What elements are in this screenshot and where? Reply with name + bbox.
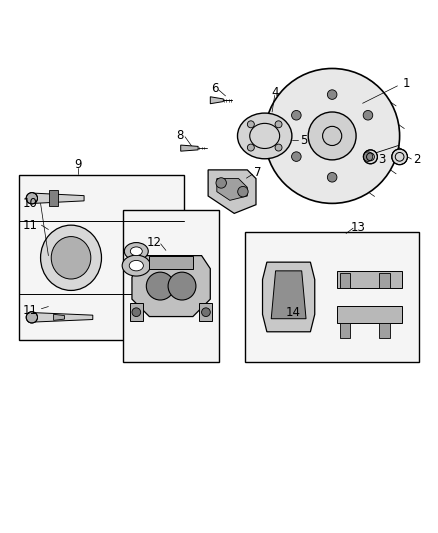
Circle shape bbox=[308, 112, 356, 160]
Text: 11: 11 bbox=[22, 303, 37, 317]
Polygon shape bbox=[336, 271, 402, 288]
Circle shape bbox=[265, 68, 399, 204]
Text: 8: 8 bbox=[176, 130, 184, 142]
Polygon shape bbox=[379, 273, 390, 288]
Circle shape bbox=[146, 272, 174, 300]
Ellipse shape bbox=[129, 261, 143, 271]
Circle shape bbox=[168, 272, 196, 300]
Ellipse shape bbox=[124, 243, 148, 260]
Circle shape bbox=[238, 187, 248, 197]
Text: 14: 14 bbox=[286, 306, 300, 319]
Polygon shape bbox=[199, 303, 212, 321]
Text: 9: 9 bbox=[74, 158, 81, 171]
Polygon shape bbox=[181, 145, 198, 151]
Circle shape bbox=[201, 308, 210, 317]
Text: 3: 3 bbox=[378, 154, 386, 166]
Polygon shape bbox=[132, 256, 210, 317]
Circle shape bbox=[132, 308, 141, 317]
Ellipse shape bbox=[131, 247, 142, 256]
Polygon shape bbox=[340, 273, 350, 288]
Circle shape bbox=[363, 152, 373, 161]
Circle shape bbox=[275, 144, 282, 151]
Text: 10: 10 bbox=[22, 197, 37, 210]
Ellipse shape bbox=[41, 225, 102, 290]
Circle shape bbox=[247, 144, 254, 151]
Circle shape bbox=[364, 150, 378, 164]
Polygon shape bbox=[130, 303, 143, 321]
Polygon shape bbox=[379, 323, 390, 338]
Polygon shape bbox=[271, 271, 306, 319]
Circle shape bbox=[275, 121, 282, 128]
FancyBboxPatch shape bbox=[245, 232, 419, 362]
Text: 13: 13 bbox=[351, 221, 366, 234]
Circle shape bbox=[247, 121, 254, 128]
Polygon shape bbox=[208, 170, 256, 213]
Circle shape bbox=[363, 110, 373, 120]
Circle shape bbox=[26, 192, 38, 204]
Circle shape bbox=[292, 110, 301, 120]
Circle shape bbox=[392, 149, 407, 165]
Ellipse shape bbox=[51, 237, 91, 279]
Polygon shape bbox=[53, 314, 64, 320]
Polygon shape bbox=[32, 312, 93, 322]
Polygon shape bbox=[32, 193, 84, 204]
Polygon shape bbox=[149, 256, 193, 269]
Ellipse shape bbox=[122, 255, 150, 276]
Text: 4: 4 bbox=[272, 86, 279, 99]
Text: 11: 11 bbox=[22, 219, 37, 232]
Text: 7: 7 bbox=[254, 166, 262, 180]
Circle shape bbox=[26, 312, 38, 323]
Text: 6: 6 bbox=[211, 82, 219, 94]
Circle shape bbox=[216, 177, 226, 188]
Text: 5: 5 bbox=[300, 134, 307, 147]
Text: 2: 2 bbox=[413, 154, 421, 166]
Ellipse shape bbox=[237, 113, 292, 159]
Polygon shape bbox=[217, 179, 247, 200]
Circle shape bbox=[322, 126, 342, 146]
Polygon shape bbox=[262, 262, 315, 332]
Text: 12: 12 bbox=[146, 236, 161, 249]
Polygon shape bbox=[210, 97, 223, 104]
FancyBboxPatch shape bbox=[19, 175, 184, 341]
Circle shape bbox=[292, 152, 301, 161]
Polygon shape bbox=[49, 190, 58, 206]
Circle shape bbox=[327, 173, 337, 182]
Circle shape bbox=[327, 90, 337, 99]
Polygon shape bbox=[336, 305, 402, 323]
Polygon shape bbox=[340, 323, 350, 338]
Text: 1: 1 bbox=[403, 77, 410, 90]
FancyBboxPatch shape bbox=[123, 210, 219, 362]
